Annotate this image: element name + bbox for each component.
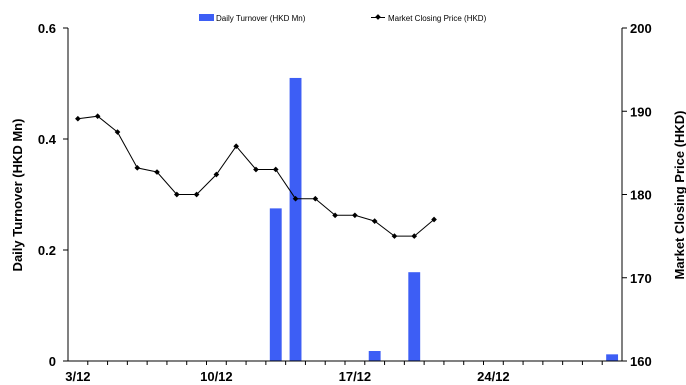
legend-line-label: Market Closing Price (HKD): [388, 14, 487, 23]
price-point-3: [134, 165, 141, 171]
x-axis-ticks: 3/12 10/12 17/12 24/12: [65, 361, 603, 384]
bar-4: [606, 354, 619, 361]
price-point-6: [193, 191, 200, 198]
right-tick-label-1: 170: [630, 271, 652, 286]
price-point-7: [213, 171, 220, 178]
price-point-15: [371, 218, 378, 224]
price-point-11: [292, 195, 299, 202]
price-point-10: [272, 166, 279, 173]
legend-line-marker: [375, 14, 381, 20]
left-tick-label-1: 0.2: [38, 243, 56, 258]
bar-3: [408, 272, 421, 361]
axes: [67, 28, 623, 362]
right-tick-label-3: 190: [630, 104, 652, 119]
legend: Daily Turnover (HKD Mn) Market Closing P…: [199, 14, 487, 23]
right-tick-label-0: 160: [630, 354, 652, 369]
left-tick-label-2: 0.4: [38, 132, 57, 147]
x-tick-label-1: 10/12: [200, 369, 233, 384]
price-point-17: [411, 233, 418, 239]
price-point-5: [173, 191, 180, 198]
left-tick-label-3: 0.6: [38, 21, 56, 36]
bar-series: [269, 77, 619, 361]
price-point-12: [312, 195, 319, 202]
price-point-14: [352, 212, 358, 219]
bar-2: [368, 351, 381, 361]
price-point-13: [332, 212, 338, 219]
right-tick-label-4: 200: [630, 21, 652, 36]
price-point-9: [253, 166, 259, 173]
x-tick-label-0: 3/12: [65, 369, 90, 384]
bar-1: [289, 77, 302, 361]
legend-bar-label: Daily Turnover (HKD Mn): [216, 14, 306, 23]
price-point-8: [233, 143, 240, 150]
price-line: [77, 115, 435, 237]
left-tick-label-0: 0: [49, 354, 56, 369]
price-point-1: [94, 113, 101, 120]
bar-0: [269, 208, 282, 361]
left-axis-ticks: 0 0.2 0.4 0.6: [38, 21, 68, 369]
x-tick-label-2: 17/12: [339, 369, 372, 384]
right-tick-label-2: 180: [630, 188, 652, 203]
right-axis-ticks: 160 170 180 190 200: [622, 21, 652, 369]
x-tick-label-3: 24/12: [477, 369, 510, 384]
price-point-0: [75, 115, 81, 122]
right-axis-title: Market Closing Price (HKD): [672, 110, 686, 279]
price-point-2: [114, 129, 121, 135]
legend-bar-swatch: [199, 14, 214, 21]
line-series: [75, 113, 437, 239]
left-axis-title: Daily Turnover (HKD Mn): [10, 119, 25, 272]
